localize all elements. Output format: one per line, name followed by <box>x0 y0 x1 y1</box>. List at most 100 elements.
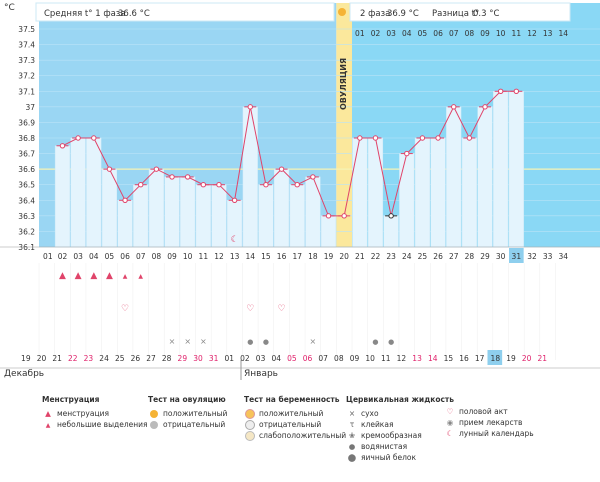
cycle-day-label: 02 <box>58 252 68 261</box>
temp-bar <box>289 184 305 248</box>
today-cell <box>509 248 524 263</box>
temp-point <box>357 135 363 141</box>
temp-point <box>59 143 66 149</box>
calendar-date-label: 13 <box>412 354 422 363</box>
legend-menstruation: Менструация ▲ менструация ▲ небольшие выде… <box>42 395 148 430</box>
temperature-line <box>62 90 517 217</box>
calendar-date-label: 01 <box>225 354 235 363</box>
moon-icon: ☾ <box>231 235 239 245</box>
temp-bar <box>383 215 399 248</box>
pregnancy-negative-icon <box>244 419 256 430</box>
calendar-date-label: 11 <box>381 354 391 363</box>
heart-icon: ♡ <box>121 304 129 314</box>
temp-point <box>169 174 175 180</box>
legend-item: ● водянистая <box>346 441 454 452</box>
temp-point <box>466 135 473 141</box>
legend-item: слабоположительный <box>244 430 346 441</box>
temp-point <box>200 182 207 188</box>
cycle-day-label: 27 <box>449 252 459 261</box>
calendar-date-label: 12 <box>397 354 407 363</box>
dry-icon: × <box>169 337 176 346</box>
cycle-day-label: 08 <box>152 252 162 261</box>
temp-bar <box>242 106 258 248</box>
cycle-day-label: 25 <box>418 252 428 261</box>
cycle-day-label: 15 <box>261 252 271 261</box>
calendar-date-label: 30 <box>193 354 203 363</box>
y-tick-label: 37.1 <box>18 87 35 96</box>
dry-icon: × <box>200 337 207 346</box>
calendar-date-label: 23 <box>84 354 94 363</box>
phase2-value: 36.9 °C <box>387 9 419 19</box>
temp-bar <box>352 137 368 248</box>
legend-item: × сухо <box>346 408 454 419</box>
y-tick-label: 37.3 <box>18 56 35 65</box>
cycle-day-label: 20 <box>339 252 349 261</box>
temp-point <box>341 213 347 219</box>
calendar-date-label: 27 <box>146 354 156 363</box>
cycle-day-label: 32 <box>527 252 537 261</box>
temp-bar <box>211 184 227 248</box>
legend-item: положительный <box>244 408 346 419</box>
temp-bar <box>477 106 493 248</box>
legend-item: отрицательный <box>244 419 346 430</box>
cycle-day-label: 12 <box>214 252 224 261</box>
legend-item: ☾ лунный календарь <box>444 428 534 439</box>
temp-bar <box>258 184 274 248</box>
y-tick-label: 37.2 <box>18 72 35 81</box>
legend-item: τ клейкая <box>346 419 454 430</box>
temp-bar <box>493 91 509 248</box>
cycle-day-label: 13 <box>230 252 240 261</box>
menstruation-icon: ▲ <box>106 271 113 281</box>
spotting-icon: ▲ <box>138 273 143 280</box>
dry-icon: × <box>310 337 317 346</box>
y-tick-label: 37 <box>25 103 35 112</box>
calendar-date-label: 28 <box>162 354 172 363</box>
cycle-day-label: 11 <box>199 252 209 261</box>
phase2-day-label: 01 <box>355 29 365 38</box>
calendar-date-label: 20 <box>37 354 47 363</box>
cycle-day-label: 26 <box>433 252 443 261</box>
cycle-day-label: 10 <box>183 252 193 261</box>
pregnancy-weak-icon <box>244 430 256 441</box>
phase2-day-label: 07 <box>449 29 459 38</box>
y-tick-label: 37.4 <box>18 41 35 50</box>
sun-negative-icon <box>148 419 160 430</box>
cycle-day-label: 30 <box>496 252 506 261</box>
pregnancy-positive-icon <box>244 408 256 419</box>
temp-point <box>153 166 160 172</box>
temp-bar <box>180 176 196 248</box>
legend-menstruation-title: Менструация <box>42 395 100 404</box>
temp-point <box>91 135 97 141</box>
temp-point <box>184 174 191 180</box>
cycle-day-label: 07 <box>136 252 146 261</box>
temp-point <box>263 182 269 188</box>
temp-bar <box>54 145 71 248</box>
y-unit-label: °C <box>4 3 15 13</box>
temp-point <box>122 197 128 203</box>
y-tick-label: 36.7 <box>18 150 35 159</box>
temp-bar <box>446 106 462 248</box>
dry-icon: × <box>348 409 356 418</box>
legend-ovulation-test: Тест на овуляцию положительный отрицател… <box>148 395 227 430</box>
cycle-day-label: 17 <box>292 252 302 261</box>
watery-icon: ● <box>263 338 269 346</box>
temp-bar <box>461 137 477 248</box>
cycle-day-label: 06 <box>120 252 130 261</box>
calendar-date-label: 25 <box>115 354 125 363</box>
phase2-day-label: 09 <box>480 29 490 38</box>
y-tick-label: 36.4 <box>18 196 35 205</box>
phase1-value: 36.6 °C <box>118 9 150 19</box>
cycle-day-label: 14 <box>246 252 256 261</box>
cycle-day-label: 24 <box>402 252 412 261</box>
calendar-date-label: 26 <box>131 354 141 363</box>
temp-bar <box>86 137 102 248</box>
temp-point <box>404 150 410 157</box>
calendar-date-label: 14 <box>428 354 438 363</box>
ovulation-sun-icon <box>338 8 346 16</box>
legend-item: ◉ прием лекарств <box>444 417 534 428</box>
cycle-day-label: 31 <box>512 252 522 261</box>
phase1-label: Средняя t° 1 фаза <box>44 9 126 19</box>
temp-bar <box>305 176 321 248</box>
phase2-label: 2 фаза <box>360 9 390 19</box>
spotting-icon: ▲ <box>123 273 128 280</box>
